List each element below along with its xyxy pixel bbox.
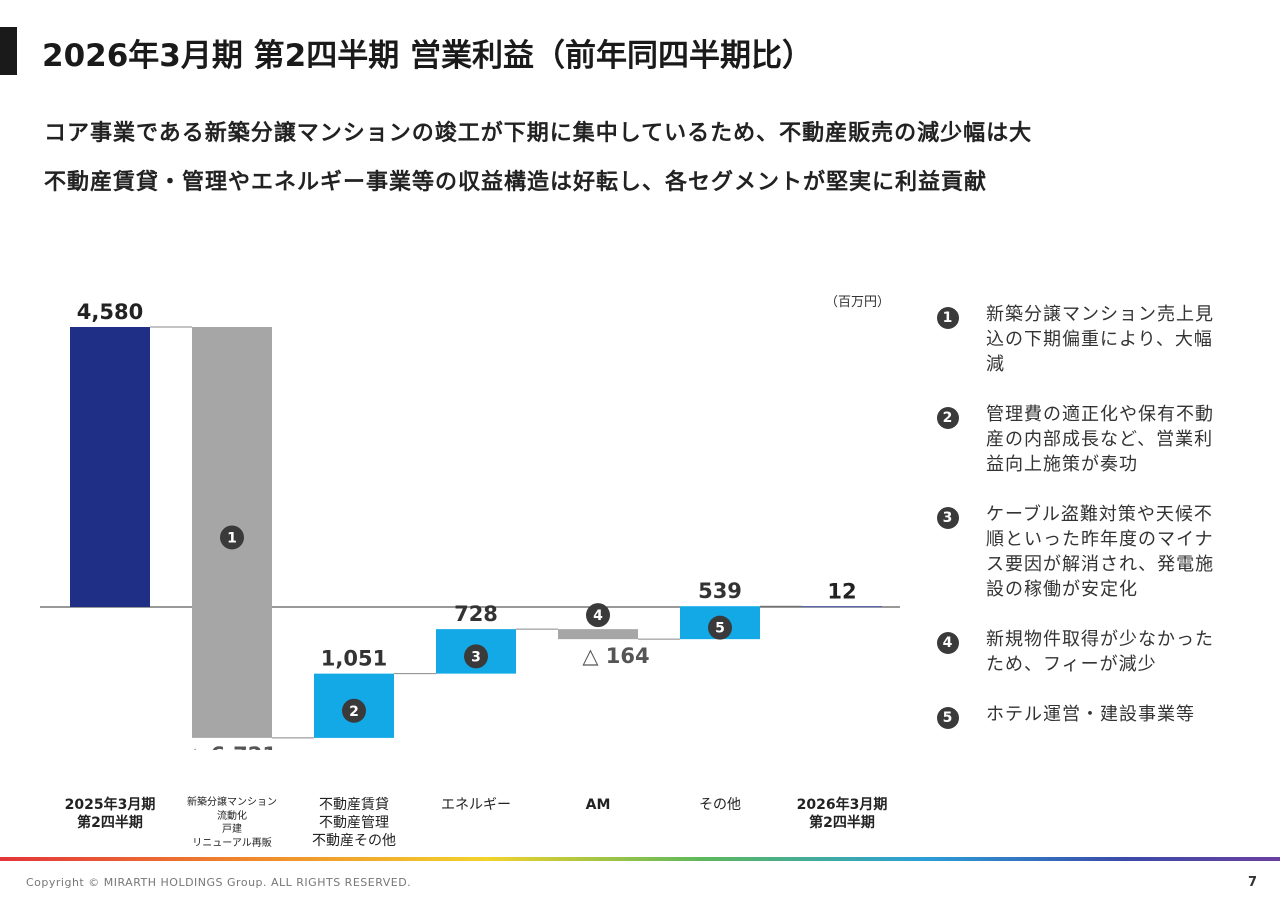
- category-label: その他: [660, 796, 780, 814]
- note-text: ホテル運営・建設事業等: [986, 704, 1195, 725]
- notes-list: 1 新築分譲マンション売上見込の下期偏重により、大幅減 2 管理費の適正化や保有…: [935, 302, 1255, 752]
- chart-value-label: 12: [827, 579, 856, 603]
- chart-marker-badge: [708, 615, 732, 640]
- note-number-badge: 4: [937, 632, 959, 654]
- title-accent-bar: [0, 27, 17, 75]
- category-label-line: その他: [699, 797, 741, 813]
- category-label-line: 不動産その他: [312, 833, 396, 850]
- chart-marker-badge: [220, 525, 244, 550]
- chart-marker-badge: [586, 603, 610, 628]
- chart-marker-number: 2: [349, 704, 359, 720]
- note-item: 1 新築分譲マンション売上見込の下期偏重により、大幅減: [935, 302, 1255, 377]
- category-label-line: 不動産管理: [319, 815, 389, 832]
- category-label-line: AM: [585, 797, 611, 813]
- note-item: 3 ケーブル盗難対策や天候不順といった昨年度のマイナス要因が解消され、発電施設の…: [935, 502, 1255, 602]
- category-label: エネルギー: [416, 796, 536, 814]
- category-label-line: 新築分譲マンション: [187, 797, 277, 808]
- chart-bar: [70, 327, 150, 607]
- note-text: 新規物件取得が少なかったため、フィーが減少: [986, 629, 1214, 675]
- note-text: 新築分譲マンション売上見込の下期偏重により、大幅減: [986, 304, 1214, 375]
- note-item: 2 管理費の適正化や保有不動産の内部成長など、営業利益向上施策が奏功: [935, 402, 1255, 477]
- category-label-line: リニューアル再販: [192, 837, 272, 849]
- chart-unit-label: （百万円）: [825, 295, 891, 310]
- category-label: 2026年3月期 第2四半期: [782, 796, 902, 832]
- category-label-line: 第2四半期: [77, 815, 143, 832]
- category-label: 2025年3月期 第2四半期: [50, 796, 170, 832]
- chart-value-label: 539: [698, 579, 742, 603]
- chart-bar: [558, 629, 638, 640]
- category-label-line: 戸建: [222, 824, 242, 835]
- chart-marker-number: 1: [227, 530, 237, 546]
- chart-marker-badge: [464, 644, 488, 669]
- category-label-line: エネルギー: [441, 797, 511, 813]
- chart-marker-badge: [342, 698, 366, 723]
- subtitle-line-2: 不動産賃貸・管理やエネルギー事業等の収益構造は好転し、各セグメントが堅実に利益貢…: [44, 170, 988, 195]
- category-label: 不動産賃貸不動産管理 不動産その他: [294, 796, 414, 851]
- note-number-badge: 5: [937, 707, 959, 729]
- note-text: 管理費の適正化や保有不動産の内部成長など、営業利益向上施策が奏功: [986, 404, 1214, 475]
- chart-marker-number: 5: [715, 621, 725, 637]
- note-text: ケーブル盗難対策や天候不順といった昨年度のマイナス要因が解消され、発電施設の稼働…: [986, 504, 1215, 600]
- category-label-line: 不動産賃貸: [319, 797, 389, 813]
- chart-value-label: 4,580: [77, 300, 143, 324]
- category-label-line: 流動化: [217, 810, 247, 822]
- copyright-text: Copyright © MIRARTH HOLDINGS Group. ALL …: [26, 876, 412, 889]
- category-label-line: 第2四半期: [809, 815, 875, 832]
- chart-marker-number: 3: [471, 649, 481, 665]
- note-number-badge: 3: [937, 507, 959, 529]
- chart-value-label: 728: [454, 602, 498, 626]
- note-item: 4 新規物件取得が少なかったため、フィーが減少: [935, 627, 1255, 677]
- waterfall-chart: 4,580 △ 6,721 1 1,051 2 728 3 △ 164 4 539 5 12: [40, 300, 900, 750]
- category-label-line: 2025年3月期: [64, 797, 156, 813]
- category-label: AM: [538, 796, 658, 814]
- note-item: 5 ホテル運営・建設事業等: [935, 702, 1255, 729]
- subtitle-line-1: コア事業である新築分譲マンションの竣工が下期に集中しているため、不動産販売の減少…: [44, 121, 1033, 146]
- category-label: 新築分譲マンション 流動化戸建リニューアル再販: [172, 796, 292, 850]
- category-label-line: 2026年3月期: [796, 797, 888, 813]
- chart-value-label: △ 6,721: [187, 743, 277, 750]
- chart-value-label: △ 164: [582, 644, 649, 668]
- page-number: 7: [1248, 875, 1258, 890]
- chart-bar: [802, 606, 882, 608]
- chart-marker-number: 4: [593, 608, 603, 624]
- page-title: 2026年3月期 第2四半期 営業利益（前年同四半期比）: [42, 38, 814, 74]
- chart-value-label: 1,051: [321, 647, 387, 671]
- note-number-badge: 1: [937, 307, 959, 329]
- note-number-badge: 2: [937, 407, 959, 429]
- footer-rainbow-line: [0, 857, 1280, 861]
